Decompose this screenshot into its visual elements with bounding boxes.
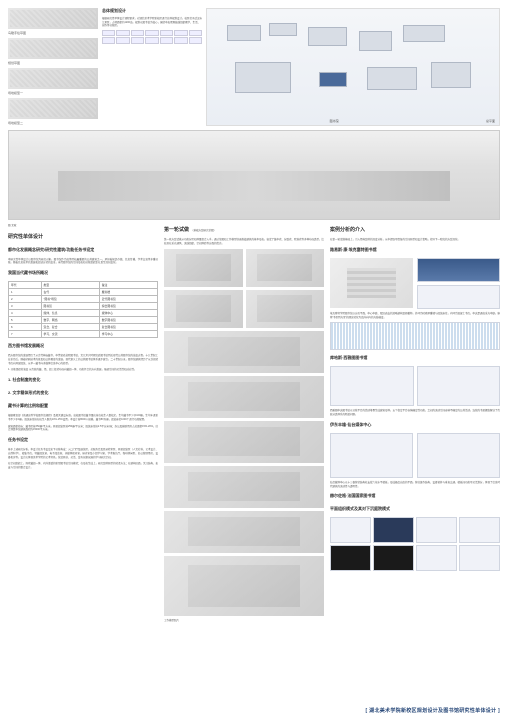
master-plan: 图书馆 总平面: [206, 8, 500, 126]
west-lib-heading: 西方图书馆发展概况: [8, 343, 158, 349]
plan-diag-6: [373, 545, 414, 571]
campus-model-photo: [8, 130, 500, 220]
sketch-4: [246, 290, 325, 328]
lib-label: 图书馆: [330, 119, 339, 123]
case3-title: 伊东丰雄·仙台媒体中心: [330, 422, 500, 428]
model-photo-3: [164, 421, 324, 463]
sketch-3: [164, 290, 243, 328]
calc-p1: 根据教育部《普通高等学校图书馆规程》及相关建设标准，高校图书馆藏书量应按在校生人…: [8, 414, 158, 422]
research-p1: 本研究性单体设计以图书馆为研究对象。图书馆作为高等院校最重要的公共建筑之一，承担…: [8, 258, 158, 266]
thumb-1: [8, 8, 98, 29]
h7: 藏书计算的比例和配置: [8, 403, 158, 409]
research-column: 图·文献 研究性单体设计 都市化发展概念研究/研究性建筑/功能任务书设定 本研究…: [8, 224, 158, 704]
section-tag: 图·文献: [8, 224, 158, 228]
diagram-heading: 平面组织模式及其对下沉庭院模式: [330, 506, 500, 512]
brief-p1: 基于上述研究分析，本设计任务书设定如下功能构成：入口门厅及展览区、总服务台及目录…: [8, 448, 158, 459]
library-type-table: 年代类型备注 1古代藏书楼 2"图书"场馆近代图书馆 3图书馆综合图书馆 4媒体…: [8, 281, 158, 338]
model-photo-5: [164, 511, 324, 553]
china-lib-heading: 我国当代藏书场所概况: [8, 270, 158, 276]
plan-diag-1: [330, 517, 371, 543]
urban-heading: 都市化发展概念研究/研究性建筑/功能任务书设定: [8, 247, 158, 253]
sketch-grid: [164, 249, 324, 328]
thumb-4-caption: 场地模型二: [8, 121, 98, 126]
plan-diag-2: [373, 517, 414, 543]
model-photo-6: [164, 556, 324, 616]
model-caption: 工作模型照片: [164, 619, 324, 623]
round1-heading: 第一轮试做: [164, 226, 189, 233]
case2-text: 西雅图中央图书馆以功能平台的错动堆叠生成建筑形体。五个稳定平台容纳确定性功能，之…: [330, 409, 500, 417]
brief-p2: 在空间组织上，探索藏阅一体、内外渗透的新型图书馆空间模式；在形态生成上，研究案例…: [8, 462, 158, 470]
west-p2: 1. 功能组织的演变 从传统的藏、借、阅三段式布局向藏阅一体、功能复合的方向发展…: [8, 368, 158, 372]
model-photo-2: [164, 376, 324, 418]
case-heading: 案例分析的介入: [330, 226, 500, 233]
bottom-section: 图·文献 研究性单体设计 都市化发展概念研究/研究性建筑/功能任务书设定 本研究…: [8, 224, 500, 704]
research-heading: 研究性单体设计: [8, 233, 158, 240]
case-intro: 在第一轮试做基础上，引入经典案例的深度分析，从中提取可借鉴的空间原型和设计策略，…: [330, 238, 500, 242]
model-photo-1: [164, 331, 324, 373]
plan-diagram-grid: [330, 517, 500, 571]
h6: 2. 文字载体形式的变化: [8, 390, 158, 396]
analysis-matrix: [102, 30, 202, 44]
plan-diag-3: [416, 517, 457, 543]
case1-title: 路易斯·康·埃克塞特图书馆: [330, 247, 500, 253]
case3-text: 仙台媒体中心以十三根管状结构柱支撑六块水平楼板，形成极度自由的平面。管柱兼作结构…: [330, 481, 500, 489]
design-text: 根据研究性单体设计课程要求，对湖北美术学院新校区进行总体规划设计。校区位于武汉市…: [102, 17, 202, 28]
plan-diag-4: [459, 517, 500, 543]
design-brief: 总体规划设计 根据研究性单体设计课程要求，对湖北美术学院新校区进行总体规划设计。…: [102, 8, 202, 126]
thumb-4: [8, 98, 98, 119]
seattle-grid: [330, 366, 500, 406]
plan-block: [227, 25, 261, 41]
design-title: 总体规划设计: [102, 8, 202, 14]
sendai-axon: [330, 433, 413, 478]
case-study-column: 案例分析的介入 在第一轮试做基础上，引入经典案例的深度分析，从中提取可借鉴的空间…: [330, 224, 500, 704]
round1-text: 第一轮方案试做从功能分区和体量组合入手，通过草图和工作模型快速推敲建筑的基本形态…: [164, 238, 324, 246]
plan-diag-7: [416, 545, 457, 571]
seattle-model: [417, 366, 501, 406]
exeter-plan-2: [417, 285, 500, 309]
poster-title: [ 湖北美术学院新校区规划设计及图书馆研究性单体设计 ]: [365, 707, 500, 714]
case4-title: 赫尔佐格·法国国家图书馆: [330, 493, 500, 499]
thumb-1-caption: 鸟瞰手绘草图: [8, 31, 98, 36]
thumb-2-caption: 规划草图: [8, 61, 98, 66]
poster-page: 鸟瞰手绘草图 规划草图 场地模型一 场地模型二 总体规划设计 根据研究性单体设计…: [0, 0, 508, 720]
thumb-3-caption: 场地模型一: [8, 91, 98, 96]
round1-note: （基础方案研究草图）: [191, 229, 216, 233]
h5: 1. 社会制度的变化: [8, 377, 158, 383]
exeter-section: [330, 322, 500, 350]
thumb-2: [8, 38, 98, 59]
thumb-3: [8, 68, 98, 89]
top-section: 鸟瞰手绘草图 规划草图 场地模型一 场地模型二 总体规划设计 根据研究性单体设计…: [8, 8, 500, 126]
plan-diag-5: [330, 545, 371, 571]
model-photo-4: [164, 466, 324, 508]
first-round-column: 第一轮试做 （基础方案研究草图） 第一轮方案试做从功能分区和体量组合入手，通过草…: [164, 224, 324, 704]
calc-p2: 建筑面积指标：藏书区按350册/平方米，开架阅览区按250册/平方米；阅览座位按…: [8, 425, 158, 433]
matrix-cell: [102, 30, 115, 37]
thumbnail-column: 鸟瞰手绘草图 规划草图 场地模型一 场地模型二: [8, 8, 98, 126]
sketch-1: [164, 249, 243, 287]
exeter-plan-1: [417, 258, 500, 282]
sendai-photo: [417, 433, 500, 478]
case1-text: 埃克塞特学院图书馆以方形平面、中心中庭、双层表皮的清晰建构逻辑著称。外环为砖砌承…: [330, 312, 500, 320]
library-block: [319, 72, 347, 87]
plan-diag-8: [459, 545, 500, 571]
west-p1: 西方图书馆的发展经历了从古代神庙藏书、中世纪修道院图书馆、文艺复兴时期宫廷图书馆…: [8, 354, 158, 365]
sketch-2: [246, 249, 325, 287]
masterplan-label: 总平面: [486, 119, 495, 123]
seattle-photo: [330, 366, 414, 406]
case2-title: 库哈斯·西雅图图书馆: [330, 355, 500, 361]
brief-heading: 任务书设定: [8, 437, 158, 443]
exeter-iso: [330, 258, 413, 308]
